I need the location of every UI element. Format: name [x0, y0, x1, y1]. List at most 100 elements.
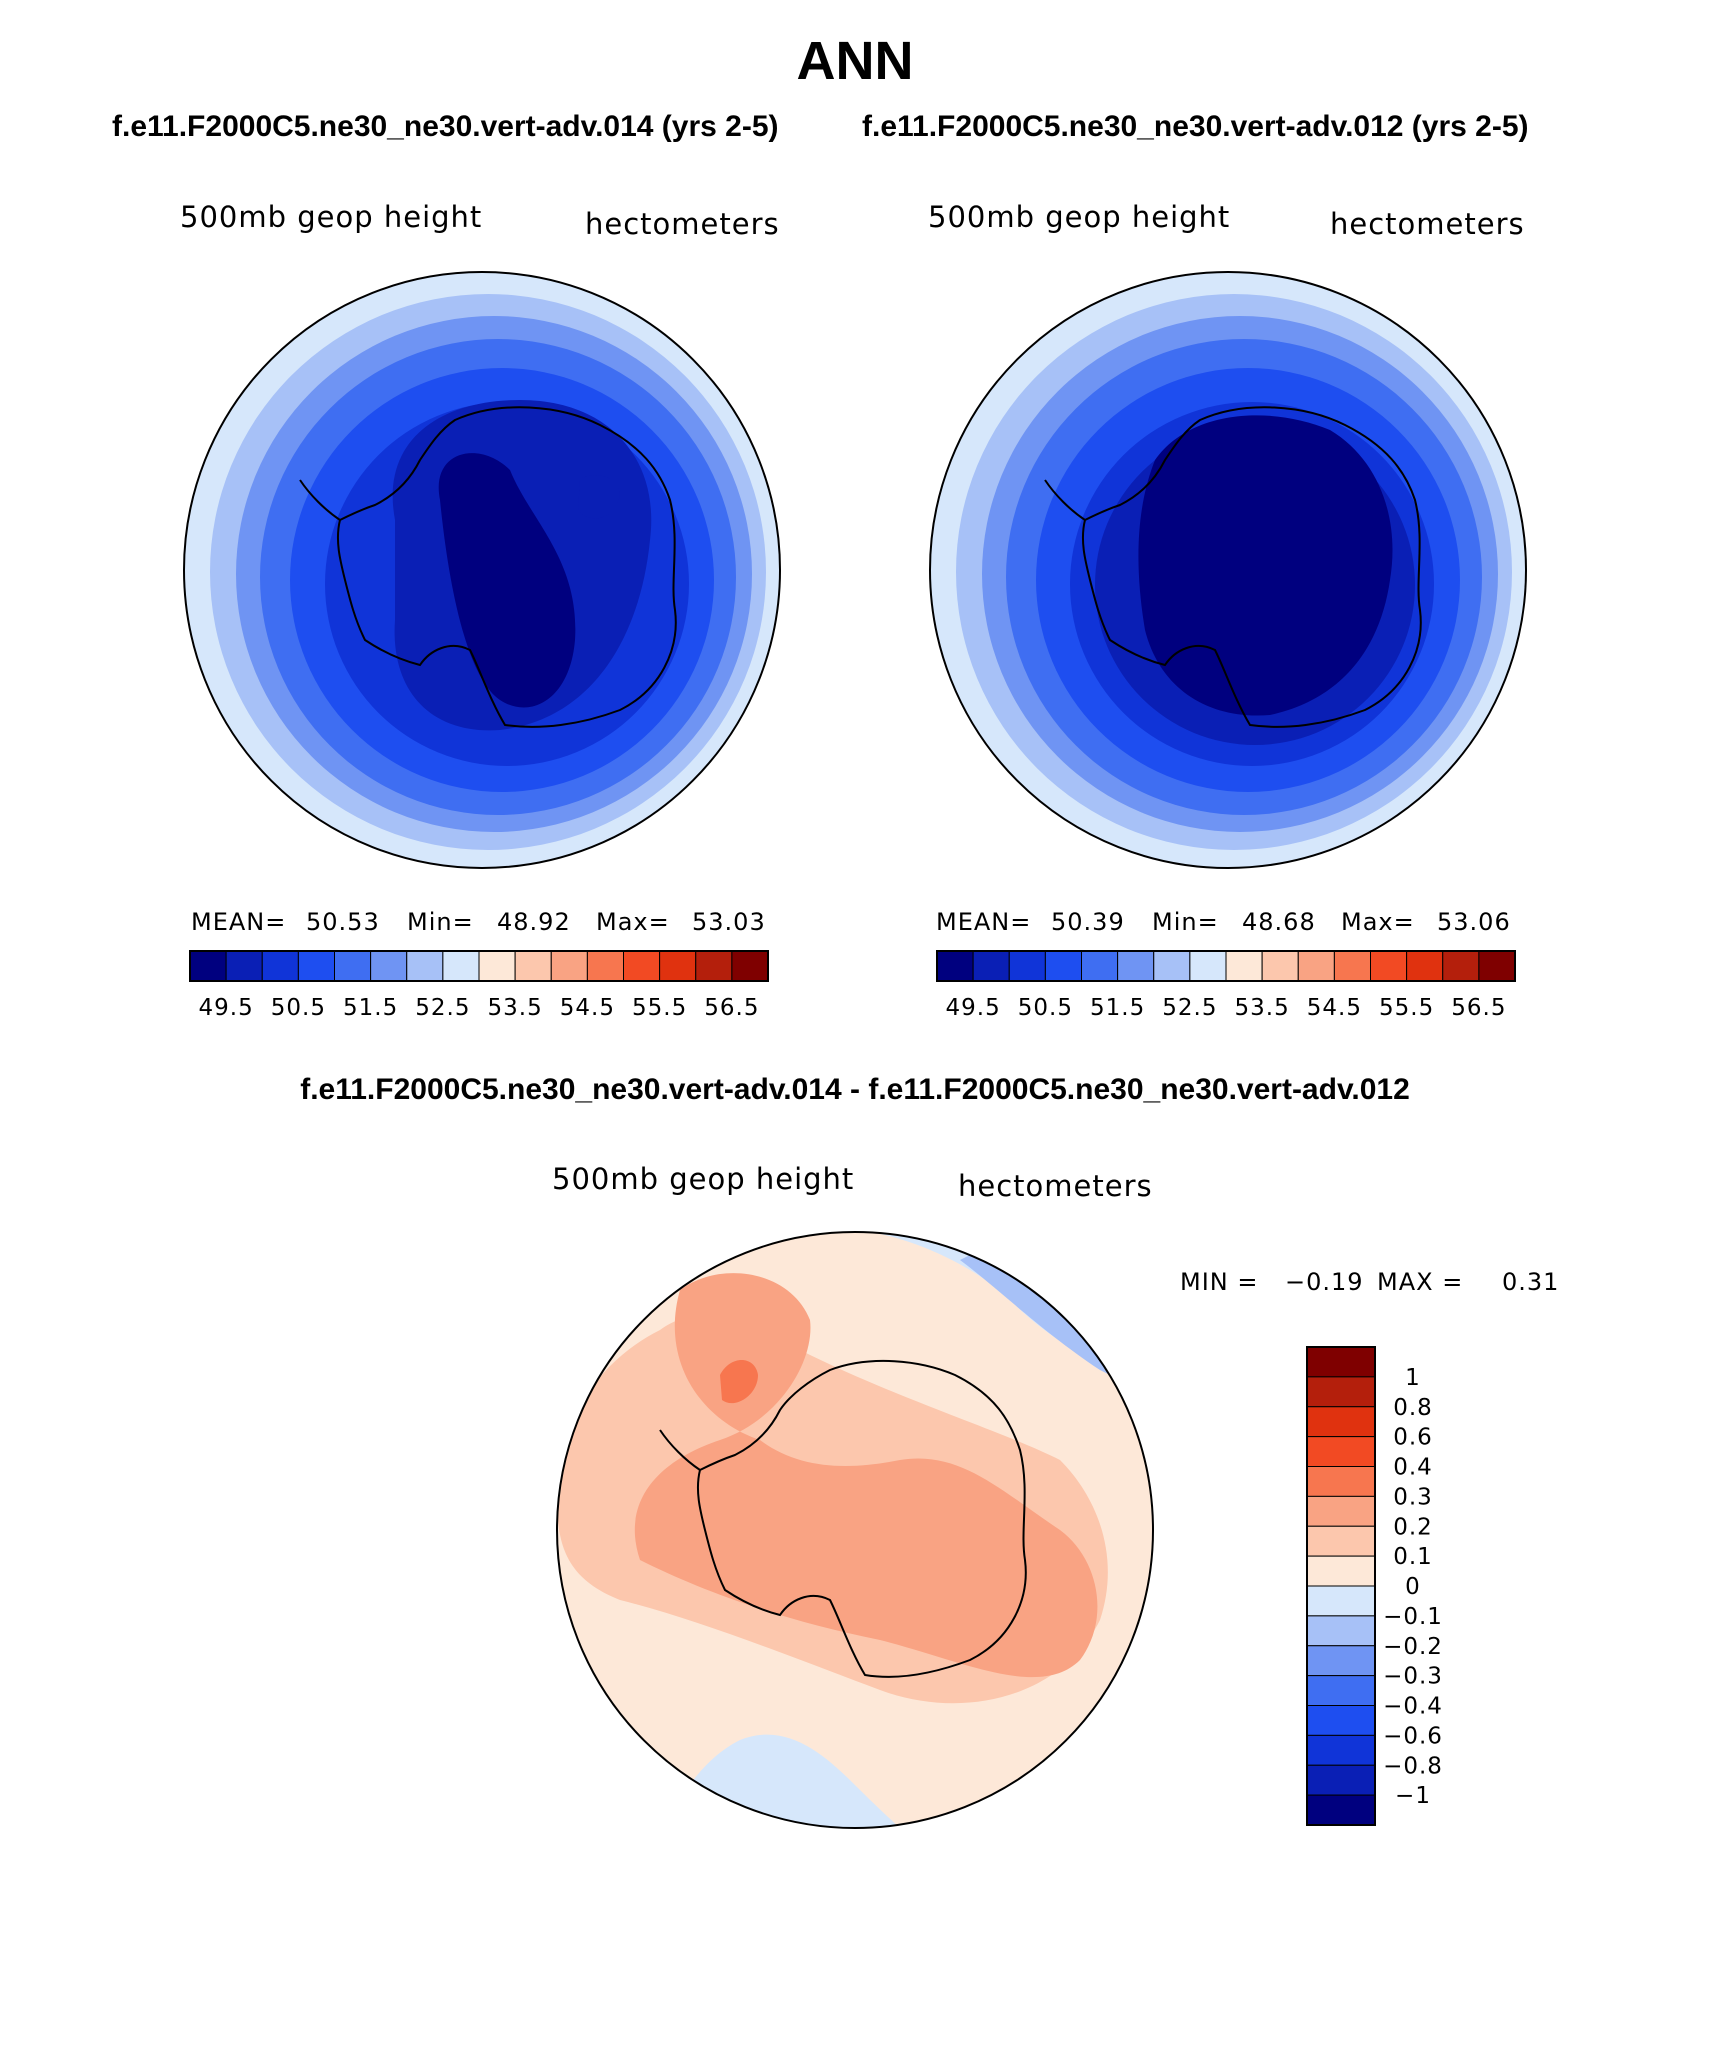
left-colorbar-tick-label: 55.5: [632, 995, 687, 1021]
left-colorbar-frame: [189, 950, 769, 982]
diff-colorbar-swatch-11: [1306, 1675, 1376, 1706]
left-max-value: 53.03: [692, 908, 766, 936]
right-map: [929, 271, 1527, 869]
left-colorbar-swatch-0: [189, 950, 227, 982]
right-colorbar-tick-label: 55.5: [1379, 995, 1434, 1021]
right-colorbar-tick-label: 56.5: [1451, 995, 1506, 1021]
diff-colorbar-swatch-10: [1306, 1645, 1376, 1677]
diff-colorbar-swatch-2: [1306, 1406, 1376, 1438]
diff-colorbar-swatch-4: [1306, 1466, 1376, 1497]
right-colorbar-tick-label: 52.5: [1162, 995, 1217, 1021]
diff-colorbar-tick-label: −0.3: [1383, 1664, 1443, 1690]
diff-colorbar-tick-label: 0.2: [1393, 1514, 1433, 1540]
difference-map: [556, 1231, 1154, 1829]
diff-colorbar-tick-label: −1: [1395, 1783, 1431, 1809]
difference-contour-bands: [557, 1232, 1153, 1828]
right-min-label: Min=: [1152, 908, 1219, 936]
diff-colorbar-tick-label: −0.8: [1383, 1753, 1443, 1779]
left-colorbar-swatch-4: [334, 950, 372, 982]
left-colorbar-tick-label: 50.5: [271, 995, 326, 1021]
left-colorbar-swatch-10: [550, 950, 588, 982]
left-map: [183, 271, 781, 869]
left-variable-label: 500mb geop height: [180, 200, 483, 234]
diff-colorbar-swatch-13: [1306, 1734, 1376, 1766]
right-colorbar-swatch-0: [936, 950, 974, 982]
left-colorbar-swatch-12: [623, 950, 661, 982]
diff-colorbar-tick-label: 0.1: [1393, 1544, 1433, 1570]
right-colorbar-swatch-9: [1261, 950, 1299, 982]
difference-title: f.e11.F2000C5.ne30_ne30.vert-adv.014 - f…: [300, 1073, 1410, 1106]
right-colorbar-swatch-11: [1333, 950, 1371, 982]
right-colorbar-swatch-10: [1297, 950, 1335, 982]
left-colorbar-swatch-1: [225, 950, 263, 982]
right-colorbar-tick-label: 54.5: [1307, 995, 1362, 1021]
difference-antarctica-coastline: [696, 1359, 1027, 1678]
right-max-value: 53.06: [1437, 908, 1511, 936]
left-colorbar-swatch-5: [370, 950, 408, 982]
diff-units-label: hectometers: [958, 1169, 1153, 1203]
left-colorbar-swatch-6: [406, 950, 444, 982]
right-colorbar-swatch-4: [1081, 950, 1119, 982]
right-colorbar-swatch-12: [1370, 950, 1408, 982]
diff-colorbar-swatch-6: [1306, 1525, 1376, 1557]
diff-colorbar-swatch-1: [1306, 1376, 1376, 1408]
right-colorbar-swatch-7: [1189, 950, 1227, 982]
diff-colorbar-tick-label: −0.4: [1383, 1694, 1443, 1720]
right-map-border: [929, 271, 1527, 869]
right-colorbar-tick-label: 53.5: [1235, 995, 1290, 1021]
band-level-49.0: [1138, 415, 1393, 716]
left-colorbar-tick-label: 51.5: [343, 995, 398, 1021]
right-colorbar-tick-label: 51.5: [1090, 995, 1145, 1021]
right-colorbar-swatch-5: [1117, 950, 1155, 982]
diff-colorbar-swatch-15: [1306, 1794, 1376, 1826]
left-map-border: [183, 271, 781, 869]
left-colorbar-swatch-2: [261, 950, 299, 982]
left-mean-label: MEAN=: [191, 908, 287, 936]
left-colorbar-swatch-11: [586, 950, 624, 982]
left-min-label: Min=: [407, 908, 474, 936]
diff-colorbar-swatch-8: [1306, 1585, 1376, 1617]
diff-colorbar-swatch-9: [1306, 1615, 1376, 1647]
diff-colorbar-tick-label: 0.3: [1393, 1484, 1433, 1510]
right-colorbar-swatch-6: [1153, 950, 1191, 982]
right-colorbar-swatch-2: [1008, 950, 1046, 982]
right-colorbar-swatch-14: [1442, 950, 1480, 982]
diff-min-label: MIN =: [1180, 1268, 1259, 1296]
diff-colorbar-frame: [1306, 1346, 1376, 1826]
diff-colorbar-swatch-3: [1306, 1436, 1376, 1467]
left-colorbar-swatch-9: [514, 950, 552, 982]
left-contour-bands: [184, 272, 780, 868]
left-colorbar-swatch-15: [731, 950, 769, 982]
diff-max-value: 0.31: [1502, 1268, 1560, 1296]
right-panel-case-title: f.e11.F2000C5.ne30_ne30.vert-adv.012 (yr…: [862, 110, 1529, 143]
difference-map-border: [556, 1231, 1154, 1829]
left-peninsula-coastline: [299, 479, 341, 521]
diff-colorbar-swatch-14: [1306, 1764, 1376, 1796]
left-panel-case-title: f.e11.F2000C5.ne30_ne30.vert-adv.014 (yr…: [112, 110, 779, 143]
right-colorbar-swatch-3: [1044, 950, 1082, 982]
right-mean-value: 50.39: [1051, 908, 1125, 936]
band-level-0.3: [720, 1360, 758, 1404]
left-units-label: hectometers: [585, 207, 780, 241]
right-colorbar-swatch-13: [1406, 950, 1444, 982]
difference-peninsula-coastline: [659, 1429, 701, 1471]
diff-min-value: −0.19: [1285, 1268, 1364, 1296]
left-colorbar-swatch-7: [442, 950, 480, 982]
diff-colorbar-tick-label: 0.8: [1393, 1395, 1433, 1421]
diff-colorbar-tick-label: −0.2: [1383, 1634, 1443, 1660]
diff-colorbar-swatch-5: [1306, 1495, 1376, 1527]
right-colorbar-frame: [936, 950, 1516, 982]
difference-colorbar: 1 0.8 0.6 0.4 0.3 0.2 0.1 0 −0.1 −0.2 −0.3 −0.4 −0.6…: [1306, 1346, 1443, 1826]
diff-colorbar-tick-label: 0: [1405, 1574, 1421, 1600]
diff-colorbar-swatch-0: [1306, 1346, 1376, 1378]
left-colorbar-swatch-14: [695, 950, 733, 982]
right-min-value: 48.68: [1242, 908, 1316, 936]
diff-colorbar-tick-label: 1: [1405, 1365, 1421, 1391]
diff-max-label: MAX =: [1377, 1268, 1464, 1296]
right-colorbar: 49.5 50.5 51.5 52.5 53.5 54.5 55.5 56.5: [936, 950, 1516, 1021]
left-colorbar-tick-label: 53.5: [488, 995, 543, 1021]
left-colorbar-tick-label: 56.5: [704, 995, 759, 1021]
band-inner-patch: [578, 475, 620, 519]
left-colorbar-swatch-3: [297, 950, 335, 982]
